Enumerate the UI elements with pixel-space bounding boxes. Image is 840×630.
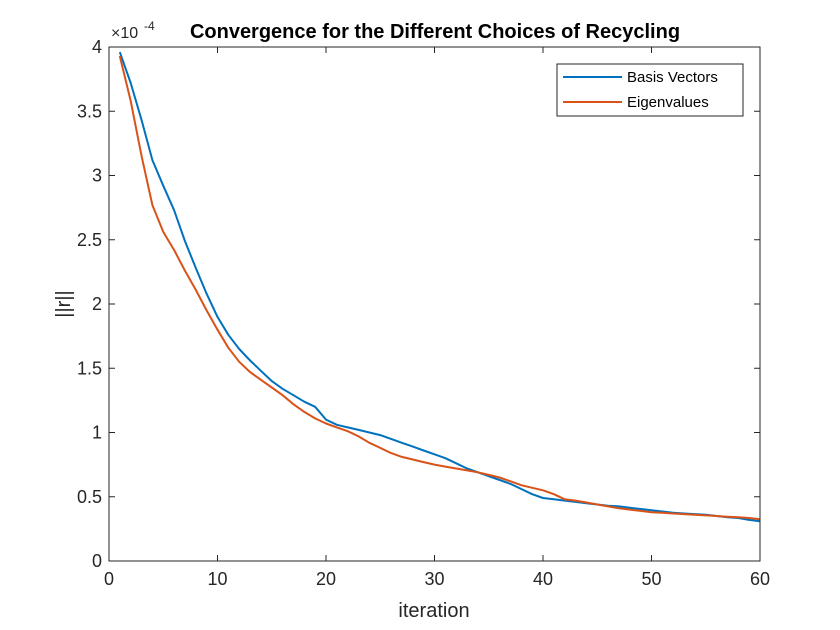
y-multiplier-base: ×10 [111,25,138,42]
y-tick-label: 1 [92,423,102,443]
y-tick-label: 1.5 [77,358,102,378]
chart-title: Convergence for the Different Choices of… [190,21,680,43]
legend-label-basis-vectors: Basis Vectors [627,69,718,86]
y-multiplier: ×10 -4 [111,19,155,42]
x-tick-label: 10 [207,569,227,589]
tick-layer: 0 10 20 30 40 50 60 0 0.5 1 1.5 2 2.5 3 3.5 4 [77,37,770,589]
legend-label-eigenvalues: Eigenvalues [627,94,709,111]
y-tick-label: 2 [92,294,102,314]
y-tick-label: 0.5 [77,487,102,507]
legend: Basis Vectors Eigenvalues [556,63,744,117]
y-tick-label: 2.5 [77,230,102,250]
x-axis-label: iteration [398,600,469,622]
y-multiplier-exponent: -4 [144,19,155,33]
x-tick-label: 0 [104,569,114,589]
plot-area-background [109,47,760,561]
x-tick-label: 30 [424,569,444,589]
y-tick-label: 3 [92,166,102,186]
x-tick-label: 20 [316,569,336,589]
y-tick-label: 0 [92,551,102,571]
legend-box [556,63,744,117]
series-layer [118,51,761,523]
y-tick-label: 4 [92,37,102,57]
x-tick-label: 60 [750,569,770,589]
series-line-eigenvalues [118,55,761,521]
y-tick-label: 3.5 [77,101,102,121]
series-line-basis-vectors [118,51,761,523]
x-tick-label: 40 [533,569,553,589]
y-axis-label: ||r|| [53,290,75,317]
x-tick-label: 50 [641,569,661,589]
